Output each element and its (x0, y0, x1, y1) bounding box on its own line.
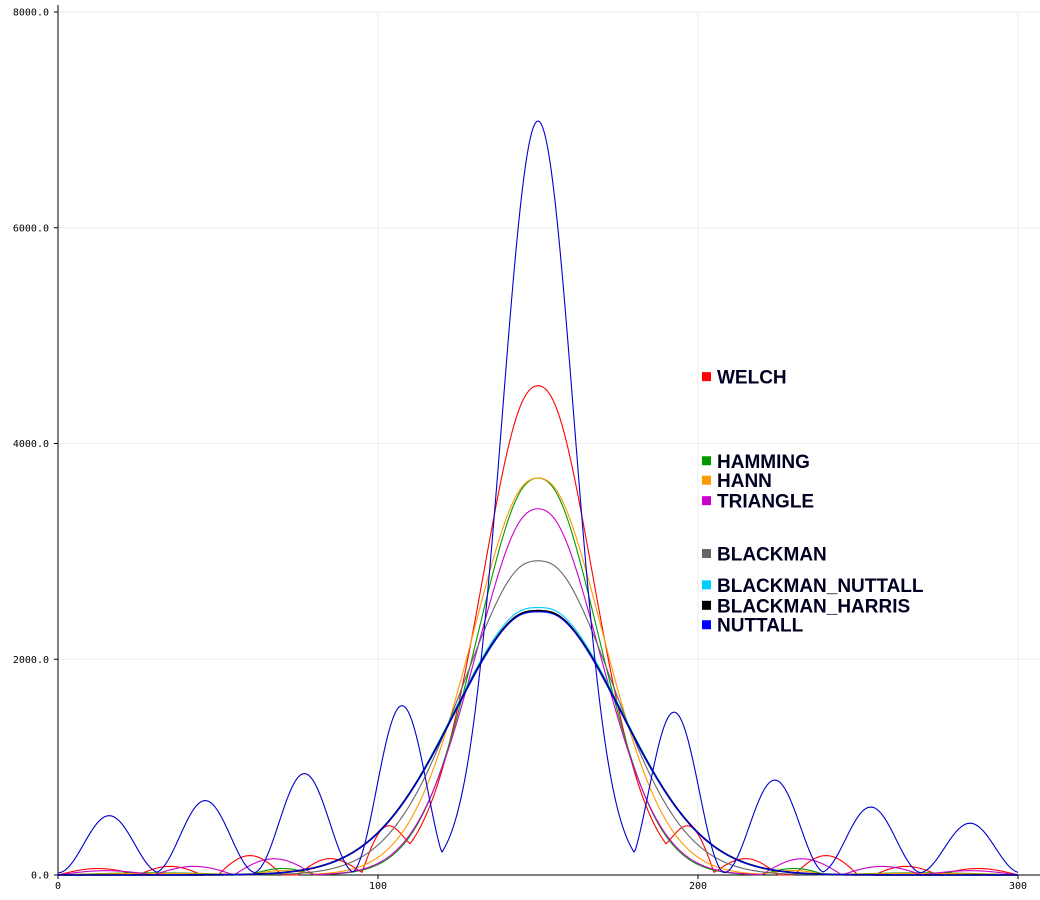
legend-label-blackman: BLACKMAN (717, 545, 827, 566)
legend-swatch-blackman-harris (702, 600, 711, 610)
legend-swatch-nuttall (702, 620, 711, 630)
x-tick-label: 200 (689, 881, 707, 892)
series-line-blackman-harris (58, 609, 1018, 876)
x-tick-label: 0 (55, 881, 61, 892)
series-line-unlabeled (57, 120, 1019, 874)
x-tick-label: 100 (369, 881, 387, 892)
chart-series (57, 120, 1019, 876)
legend-swatch-hamming (702, 456, 711, 466)
series-line-nuttall (58, 611, 1018, 876)
series-line-blackman-nuttall (58, 606, 1018, 876)
chart-axes (54, 5, 1040, 879)
legend-swatch-triangle (702, 496, 711, 506)
legend-label-blackman-nuttall: BLACKMAN_NUTTALL (717, 576, 924, 597)
legend-label-welch: WELCH (717, 368, 787, 389)
y-tick-label: 8000.0 (13, 8, 49, 19)
legend-swatch-blackman (702, 549, 711, 559)
legend-swatch-welch (702, 372, 711, 382)
y-tick-label: 4000.0 (13, 439, 49, 450)
y-tick-label: 6000.0 (13, 223, 49, 234)
legend-label-hamming: HAMMING (717, 452, 810, 473)
legend-swatch-blackman-nuttall (702, 580, 711, 590)
legend-label-blackman-harris: BLACKMAN_HARRIS (717, 596, 910, 617)
chart-ticks: 0 100 200 300 0.0 2000.0 4000.0 6000.0 8000.0 (13, 8, 1027, 893)
legend-label-triangle: TRIANGLE (717, 492, 814, 513)
x-tick-label: 300 (1009, 881, 1027, 892)
y-tick-label: 0.0 (31, 871, 49, 882)
legend-label-hann: HANN (717, 471, 772, 492)
chart-grid (58, 11, 1040, 875)
y-tick-label: 2000.0 (13, 655, 49, 666)
series-line-hann (57, 477, 1019, 876)
series-line-hamming (57, 477, 1019, 876)
legend-swatch-hann (702, 475, 711, 485)
series-line-triangle (57, 508, 1019, 876)
legend-label-nuttall: NUTTALL (717, 616, 804, 637)
